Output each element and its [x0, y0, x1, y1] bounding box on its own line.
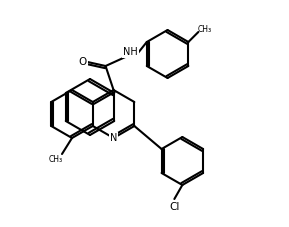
Text: Cl: Cl [169, 202, 179, 212]
Text: CH₃: CH₃ [49, 155, 63, 165]
Text: CH₃: CH₃ [197, 25, 212, 35]
Text: NH: NH [123, 47, 138, 57]
Text: O: O [78, 57, 87, 67]
Text: N: N [110, 133, 117, 143]
